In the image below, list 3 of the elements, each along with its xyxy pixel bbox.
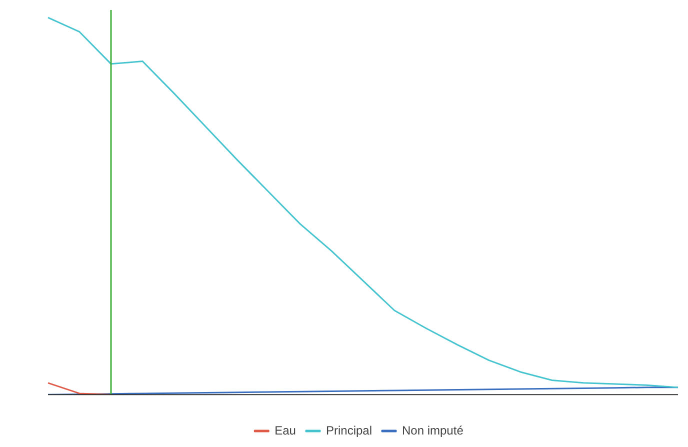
legend-label: Eau — [274, 423, 296, 438]
legend-label: Principal — [326, 423, 372, 438]
legend-label: Non imputé — [402, 423, 464, 438]
